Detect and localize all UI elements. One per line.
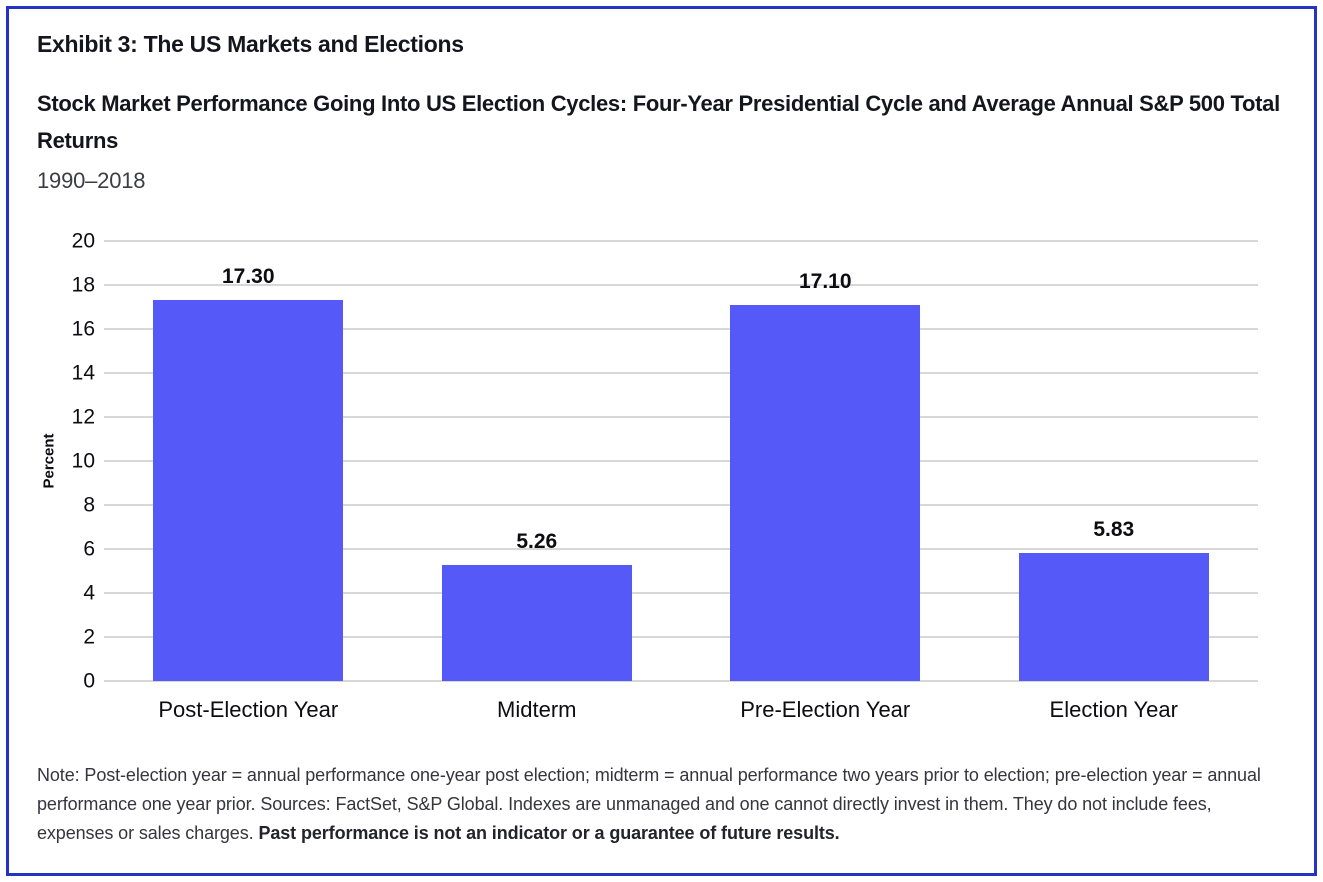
gridline <box>104 284 1258 286</box>
bar-value-label: 17.30 <box>221 265 275 289</box>
chart-subtitle: Stock Market Performance Going Into US E… <box>37 91 1280 153</box>
y-tick-label: 14 <box>71 361 95 385</box>
chart-plot-row: Percent 0 2 4 6 8 10 12 14 16 18 20 17.30 5.26 17.10… <box>37 231 1286 692</box>
x-axis-label-midterm: Midterm <box>497 697 577 722</box>
bar-post-election-year <box>153 300 344 681</box>
gridline <box>104 460 1258 462</box>
y-tick-label: 16 <box>71 317 95 341</box>
y-tick-label: 4 <box>83 581 95 605</box>
bar-value-label: 5.26 <box>516 530 558 554</box>
gridline <box>104 416 1258 418</box>
y-tick-label: 8 <box>83 493 95 517</box>
gridline <box>104 504 1258 506</box>
exhibit-title: Exhibit 3: The US Markets and Elections <box>37 31 464 57</box>
exhibit-card: Exhibit 3: The US Markets and Elections … <box>6 6 1317 876</box>
y-tick-label: 12 <box>71 405 95 429</box>
footnote-text: Note: Post-election year = annual perfor… <box>37 765 1261 843</box>
bar-election-year <box>1018 552 1209 681</box>
bar-slot-election-year: 5.83 <box>970 241 1259 681</box>
bar-slot-post-election-year: 17.30 <box>104 241 393 681</box>
x-axis-label-pre-election-year: Pre-Election Year <box>740 697 911 722</box>
bar-value-label: 5.83 <box>1093 517 1135 541</box>
plot-area: 17.30 5.26 17.10 5.83 <box>104 240 1259 682</box>
date-range: 1990–2018 <box>37 168 146 193</box>
footnote-disclaimer: Past performance is not an indicator or … <box>258 823 840 843</box>
gridline <box>104 372 1258 374</box>
x-axis-labels: Post-Election Year Midterm Pre-Election Ye… <box>104 697 1258 723</box>
bar-midterm <box>441 565 632 681</box>
bar-slot-pre-election-year: 17.10 <box>681 241 970 681</box>
y-axis-ticks: 0 2 4 6 8 10 12 14 16 18 20 <box>61 231 95 692</box>
x-axis-label-post-election-year: Post-Election Year <box>158 697 339 722</box>
y-tick-label: 18 <box>71 273 95 297</box>
gridline <box>104 680 1258 682</box>
bar-value-label: 17.10 <box>798 269 852 293</box>
gridline <box>104 548 1258 550</box>
bar-pre-election-year <box>730 304 921 681</box>
y-tick-label: 10 <box>71 449 95 473</box>
y-tick-label: 0 <box>83 669 95 693</box>
bar-chart: Percent 0 2 4 6 8 10 12 14 16 18 20 17.30 5.26 17.10… <box>37 231 1286 723</box>
y-tick-label: 6 <box>83 537 95 561</box>
y-tick-label: 2 <box>83 625 95 649</box>
gridline <box>104 592 1258 594</box>
y-axis-title: Percent <box>40 433 58 489</box>
footnote: Note: Post-election year = annual perfor… <box>37 761 1286 848</box>
bar-slot-midterm: 5.26 <box>393 241 682 681</box>
gridline <box>104 240 1258 242</box>
gridline <box>104 636 1258 638</box>
y-tick-label: 20 <box>71 229 95 253</box>
x-axis-label-election-year: Election Year <box>1049 697 1178 722</box>
gridline <box>104 328 1258 330</box>
y-axis-title-cell: Percent <box>37 241 61 681</box>
